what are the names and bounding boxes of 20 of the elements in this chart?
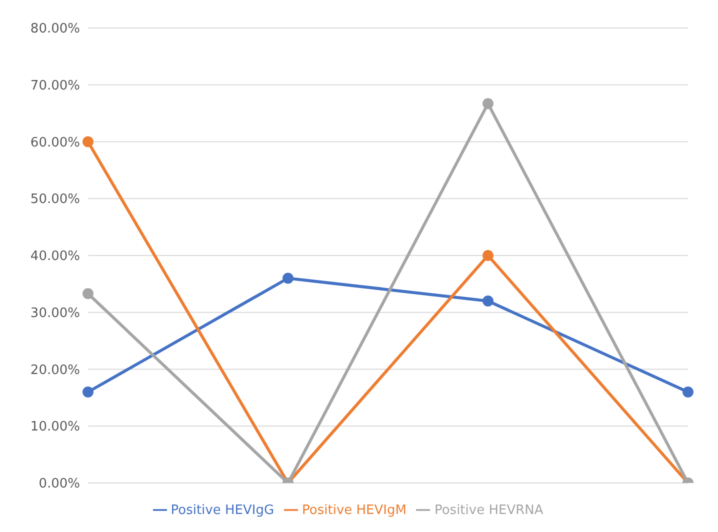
legend-label: Positive HEVRNA — [434, 503, 544, 518]
y-tick-label: 0.00% — [38, 476, 80, 492]
y-tick-label: 60.00% — [30, 135, 80, 150]
y-tick-label: 80.00% — [30, 22, 80, 37]
point — [282, 272, 294, 284]
point — [82, 136, 94, 148]
y-tick-label: 20.00% — [30, 362, 80, 378]
legend-label: Positive HEVIgM — [302, 503, 406, 518]
point — [482, 98, 494, 110]
point — [82, 386, 94, 398]
y-tick-label: 30.00% — [30, 306, 80, 321]
point — [482, 250, 494, 261]
point — [682, 386, 694, 398]
point — [482, 296, 494, 306]
y-tick-label: 50.00% — [30, 192, 80, 208]
y-tick-label: 70.00% — [30, 78, 80, 94]
y-tick-label: 10.00% — [30, 420, 80, 435]
point — [82, 288, 94, 300]
legend-label: Positive HEVIgG — [170, 503, 274, 518]
y-tick-label: 40.00% — [30, 249, 80, 264]
